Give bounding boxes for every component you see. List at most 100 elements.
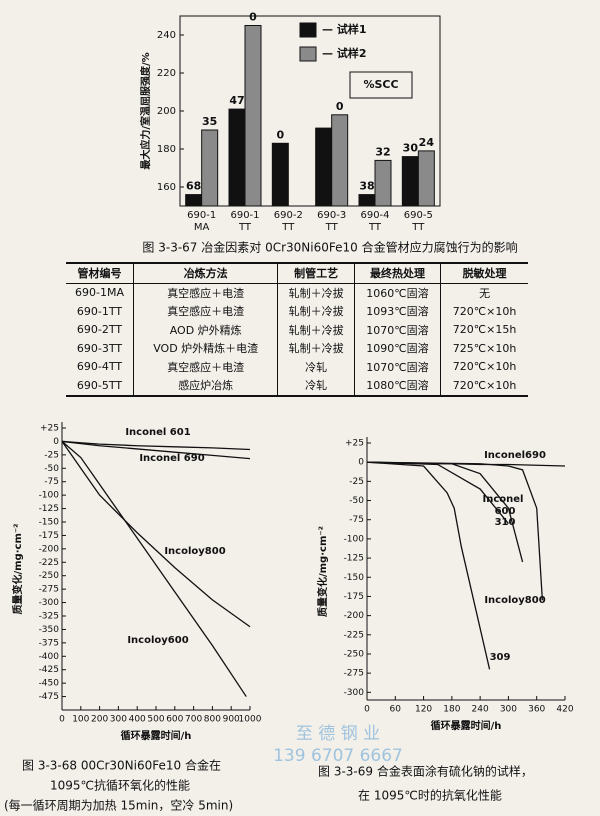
- x-tick-label: TT: [238, 222, 252, 233]
- y-tick-label: -275: [39, 585, 59, 595]
- table-cell: 真空感应＋电渣: [132, 283, 279, 302]
- y-tick-label: -175: [344, 592, 364, 602]
- y-tick-label: -200: [39, 544, 60, 554]
- table-cell: 690-2TT: [66, 320, 134, 339]
- bar-label: 32: [375, 145, 390, 158]
- y-axis-title: 质量变化/mg·cm⁻²: [316, 526, 329, 617]
- bar: [201, 129, 219, 207]
- table-cell: 720℃×15h: [440, 320, 528, 339]
- x-tick-label: 0: [364, 705, 370, 715]
- table-cell: 真空感应＋电渣: [132, 357, 279, 376]
- y-tick-label: -125: [344, 554, 364, 564]
- bar: [271, 142, 289, 207]
- x-tick-label: TT: [325, 222, 339, 233]
- table-row: 690-1TT 真空感应＋电渣 轧制＋冷拔 1093℃固溶 720℃×10h: [66, 302, 528, 321]
- table-cell: 感应炉冶炼: [132, 376, 279, 396]
- y-tick-label: -300: [344, 688, 365, 698]
- bar: [417, 150, 435, 207]
- x-tick-label: 360: [528, 705, 545, 715]
- table-cell: 690-1TT: [66, 302, 134, 321]
- legend-swatch: [299, 46, 317, 62]
- table-cell: 1090℃固溶: [353, 339, 442, 358]
- watermark: 139 6707 6667: [273, 746, 403, 766]
- bar: [185, 194, 203, 207]
- table-cell: 冷轧: [277, 376, 355, 396]
- bar-label: 68: [186, 180, 201, 193]
- y-tick-label: 0: [53, 437, 59, 447]
- line-label: Incoloy800: [484, 595, 545, 606]
- x-tick-label: TT: [368, 222, 382, 233]
- table-cell: 720℃×10h: [440, 376, 528, 396]
- y-tick-label: 200: [157, 106, 176, 117]
- bar-label: 38: [359, 180, 374, 193]
- y-tick-label: 220: [157, 68, 176, 79]
- x-tick-label: 900: [223, 715, 240, 725]
- bar: [244, 25, 262, 207]
- table-cell: AOD 炉外精炼: [132, 320, 279, 339]
- y-axis-title: 质量变化/mg·cm⁻²: [11, 523, 24, 614]
- bar-label: 0: [277, 128, 285, 141]
- line: [61, 440, 247, 697]
- x-tick-label: 1000: [239, 715, 262, 725]
- x-tick-label: 60: [390, 705, 402, 715]
- caption: 1095℃抗循环氧化的性能: [50, 778, 190, 793]
- x-tick-label: 0: [59, 715, 65, 725]
- table-header: 制管工艺: [277, 263, 355, 284]
- bar-label: 0: [336, 100, 344, 113]
- y-tick-label: -250: [39, 571, 60, 581]
- line-label: Incoloy800: [164, 546, 225, 557]
- bar-label: 35: [202, 115, 217, 128]
- y-tick-label: -225: [344, 630, 364, 640]
- caption: 图 3-3-67 冶金因素对 0Cr30Ni60Fe10 合金管材应力腐蚀行为的…: [142, 240, 517, 255]
- bar-label: 0: [249, 11, 257, 24]
- table-row: 690-2TT AOD 炉外精炼 轧制＋冷拔 1070℃固溶 720℃×15h: [66, 320, 528, 339]
- y-tick-label: -325: [39, 612, 59, 622]
- x-tick-label: 180: [443, 705, 460, 715]
- y-tick-label: 0: [358, 458, 364, 468]
- y-tick-label: -150: [39, 518, 60, 528]
- y-tick-label: -250: [344, 649, 365, 659]
- x-tick-label: 690-2: [274, 210, 303, 221]
- x-tick-label: 300: [500, 705, 517, 715]
- table-cell: VOD 炉外精炼＋电渣: [132, 339, 279, 358]
- line: [366, 461, 509, 524]
- y-tick-label: -150: [344, 573, 365, 583]
- table-cell: 690-5TT: [66, 376, 134, 396]
- legend-label: — 试样1: [322, 22, 366, 36]
- table-cell: 无: [440, 283, 528, 302]
- line: [61, 440, 251, 451]
- table-header: 管材编号: [66, 263, 134, 284]
- line-label: 310: [495, 517, 516, 528]
- bar-label: 30: [403, 142, 419, 155]
- y-tick-label: -50: [349, 496, 364, 506]
- x-tick-label: 690-1: [187, 210, 216, 221]
- x-tick-label: 500: [147, 715, 164, 725]
- table-cell: 725℃×10h: [440, 339, 528, 358]
- y-axis-title: 最大应力/室温屈服强度/%: [139, 52, 152, 169]
- y-tick-label: -175: [39, 531, 59, 541]
- x-tick-label: MA: [194, 222, 210, 233]
- x-tick-label: 120: [415, 705, 432, 715]
- y-tick-label: -50: [44, 464, 59, 474]
- table-cell: 冷轧: [277, 357, 355, 376]
- caption: 在 1095℃时的抗氧化性能: [358, 788, 502, 803]
- table: 管材编号 冶炼方法 制管工艺 最终热处理 脱敏处理 690-1MA 真空感应＋电渣 轧制＋冷拔…: [66, 262, 528, 397]
- table-row: 690-4TT 真空感应＋电渣 冷轧 1070℃固溶 720℃×10h: [66, 357, 528, 376]
- x-tick-label: TT: [281, 222, 295, 233]
- x-tick-label: TT: [411, 222, 425, 233]
- line: [61, 440, 251, 460]
- bar: [358, 194, 376, 207]
- y-tick-label: -100: [39, 491, 60, 501]
- y-tick-label: -275: [344, 669, 364, 679]
- caption: 图 3-3-69 合金表面涂有硫化钠的试样，: [318, 764, 533, 779]
- x-tick-label: 420: [556, 705, 573, 715]
- line: [366, 461, 544, 601]
- table-cell: 轧制＋冷拔: [277, 283, 355, 302]
- y-tick-label: -200: [344, 611, 365, 621]
- table-row: 690-5TT 感应炉冶炼 冷轧 1080℃固溶 720℃×10h: [66, 376, 528, 396]
- table-cell: 真空感应＋电渣: [132, 302, 279, 321]
- table-header: 脱敏处理: [440, 263, 528, 284]
- x-tick-label: 690-5: [404, 210, 433, 221]
- table-header: 最终热处理: [353, 263, 442, 284]
